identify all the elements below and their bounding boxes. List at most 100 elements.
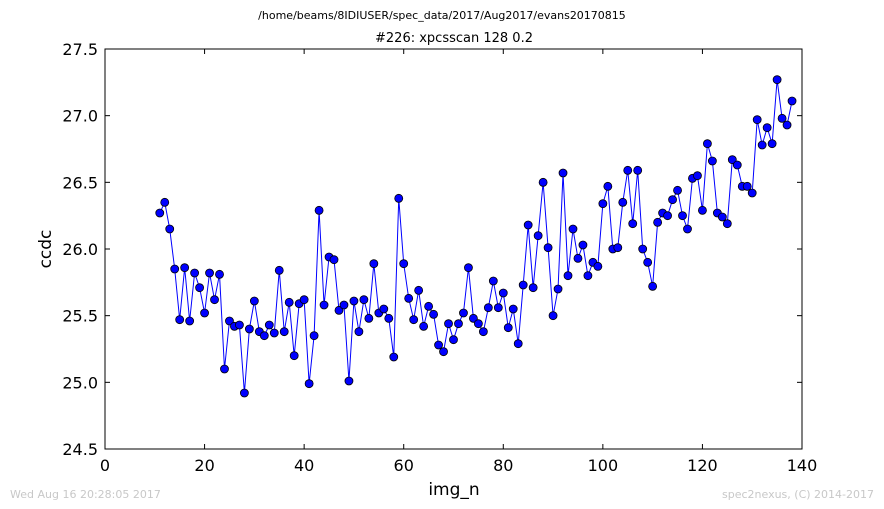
- data-point: [578, 240, 588, 250]
- data-point: [483, 303, 493, 313]
- data-point: [528, 283, 538, 293]
- data-point: [752, 115, 762, 125]
- data-point: [693, 171, 702, 181]
- y-tick-label: 25.0: [62, 373, 98, 392]
- data-point: [717, 212, 727, 222]
- data-point: [722, 219, 732, 229]
- data-point: [195, 283, 204, 293]
- data-point: [503, 323, 513, 333]
- y-tick-label: 26.5: [62, 173, 98, 192]
- series-line: [159, 79, 793, 394]
- data-point: [225, 316, 234, 326]
- data-point: [643, 257, 653, 267]
- data-point: [369, 259, 379, 269]
- data-point: [379, 304, 389, 314]
- data-point: [673, 185, 682, 195]
- data-point: [618, 197, 628, 207]
- data-point: [548, 311, 558, 321]
- data-point: [404, 293, 414, 303]
- y-tick-label: 27.0: [62, 107, 98, 126]
- data-point: [498, 288, 508, 298]
- data-point: [264, 320, 274, 330]
- data-point: [707, 156, 717, 166]
- data-point: [235, 320, 244, 330]
- data-point: [304, 379, 314, 389]
- data-point: [703, 139, 712, 149]
- chart-title: #226: xpcsscan 128 0.2: [375, 31, 533, 46]
- data-point: [259, 331, 269, 341]
- data-point: [424, 301, 434, 311]
- data-point: [239, 388, 249, 398]
- data-point: [772, 75, 782, 85]
- data-point: [648, 281, 658, 291]
- chart-suptitle: /home/beams/8IDIUSER/spec_data/2017/Aug2…: [258, 9, 626, 22]
- y-tick-label: 24.5: [62, 440, 98, 459]
- data-point: [757, 140, 767, 150]
- data-point: [563, 271, 573, 281]
- data-point: [678, 211, 687, 221]
- data-point: [274, 265, 284, 275]
- data-point: [508, 304, 518, 314]
- data-point: [633, 165, 643, 175]
- data-point: [449, 335, 458, 345]
- data-point: [683, 224, 692, 234]
- data-point: [558, 168, 568, 178]
- data-point: [299, 295, 309, 305]
- data-point: [329, 255, 339, 265]
- plot-frame: [104, 48, 803, 450]
- data-point: [583, 271, 593, 281]
- data-point: [767, 139, 777, 149]
- data-point: [389, 352, 399, 362]
- x-tick-label: 0: [100, 456, 110, 475]
- data-point: [309, 331, 319, 341]
- data-point: [628, 219, 638, 229]
- data-point: [444, 319, 453, 329]
- data-point: [339, 300, 349, 310]
- x-tick-label: 40: [294, 456, 314, 475]
- data-point: [344, 376, 354, 386]
- data-point: [787, 96, 797, 106]
- data-point: [747, 188, 757, 198]
- data-point: [269, 328, 279, 338]
- data-point: [613, 243, 623, 253]
- data-point: [215, 269, 224, 279]
- timestamp-footer: Wed Aug 16 20:28:05 2017: [10, 488, 161, 501]
- data-point: [493, 303, 503, 313]
- data-point: [314, 205, 324, 215]
- y-axis-label: ccdc: [36, 230, 56, 269]
- plot-area: 0 20 40 60 80 100 120 140 24.5 25.0 25.5 26.0 26.5 27…: [62, 40, 817, 475]
- data-point: [469, 313, 478, 323]
- data-point: [732, 160, 742, 170]
- credit-footer: spec2nexus, (C) 2014-2017: [722, 488, 874, 501]
- data-point: [399, 259, 409, 269]
- data-point: [244, 324, 254, 334]
- data-point: [160, 197, 170, 207]
- data-point: [777, 113, 787, 123]
- data-point: [414, 285, 424, 295]
- x-tick-label: 100: [588, 456, 619, 475]
- data-point: [210, 295, 219, 305]
- data-point: [598, 199, 608, 209]
- data-point: [663, 211, 672, 221]
- data-point: [180, 263, 190, 273]
- data-point: [464, 263, 473, 273]
- data-point: [742, 181, 752, 191]
- data-point: [289, 351, 299, 361]
- data-point: [623, 165, 633, 175]
- data-point: [553, 284, 563, 294]
- data-point: [543, 243, 553, 253]
- data-point: [284, 297, 294, 307]
- data-point: [170, 264, 180, 274]
- data-point: [434, 340, 443, 350]
- data-point: [190, 268, 200, 278]
- data-point: [364, 313, 374, 323]
- data-point: [762, 123, 772, 133]
- data-point: [478, 327, 488, 337]
- data-point: [359, 295, 369, 305]
- data-point: [513, 339, 523, 349]
- data-point: [727, 155, 737, 165]
- data-point: [653, 217, 663, 227]
- data-point: [782, 120, 792, 130]
- x-tick-label: 20: [194, 456, 214, 475]
